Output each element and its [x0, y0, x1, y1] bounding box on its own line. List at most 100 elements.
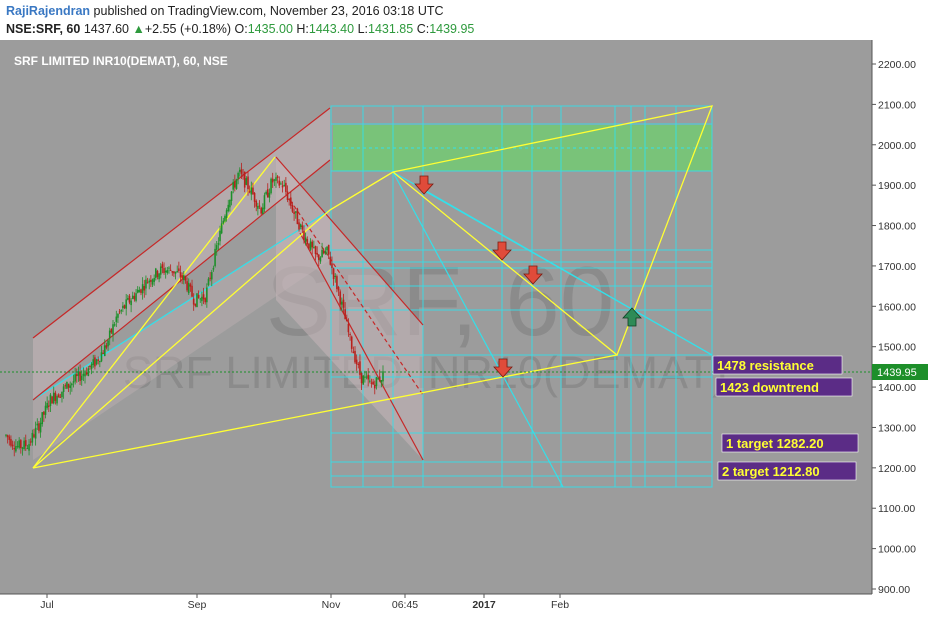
- candle-body: [52, 392, 55, 404]
- candlestick-series[interactable]: [5, 162, 384, 457]
- candle-body: [370, 382, 373, 384]
- close-value: 1439.95: [429, 22, 475, 36]
- candle-body: [118, 311, 121, 313]
- candle-body: [319, 257, 322, 262]
- candle-body: [210, 272, 213, 280]
- candle-body: [69, 385, 72, 388]
- y-tick-label: 1700.00: [878, 261, 916, 273]
- candle-body: [161, 264, 164, 268]
- candle-body: [66, 382, 68, 389]
- annotation-resistance[interactable]: 1478 resistance: [712, 355, 843, 375]
- target-zone: [333, 125, 712, 171]
- y-tick-label: 900.00: [878, 584, 910, 596]
- candle-body: [278, 180, 281, 186]
- candle-body: [90, 363, 93, 369]
- candle-body: [153, 278, 155, 282]
- candle-body: [194, 303, 197, 306]
- candle-body: [72, 381, 75, 383]
- candle-body: [336, 276, 338, 290]
- candle-body: [266, 189, 269, 198]
- candle-body: [100, 352, 103, 362]
- candle-body: [345, 319, 348, 322]
- candle-body: [317, 254, 320, 260]
- publish-line: RajiRajendran published on TradingView.c…: [6, 4, 444, 18]
- candle-body: [377, 378, 379, 380]
- candle-body: [294, 211, 297, 213]
- candle-body: [62, 386, 65, 392]
- candle-body: [135, 293, 137, 301]
- candle-body: [113, 324, 116, 326]
- y-tick-label: 2000.00: [878, 140, 916, 152]
- annotation-text: 1423 downtrend: [720, 380, 819, 395]
- candle-body: [206, 287, 208, 303]
- annotation-target-2[interactable]: 2 target 1212.80: [717, 461, 857, 481]
- candle-body: [173, 271, 175, 274]
- candle-body: [252, 187, 254, 195]
- low-label: L:: [357, 22, 369, 36]
- candle-body: [138, 289, 141, 293]
- candle-body: [331, 263, 333, 268]
- candle-body: [33, 434, 35, 438]
- annotation-target-1[interactable]: 1 target 1282.20: [721, 433, 859, 453]
- down-arrow-icon: [523, 265, 543, 285]
- candle-body: [342, 299, 345, 308]
- candle-body: [145, 279, 147, 289]
- candle-body: [49, 394, 52, 406]
- candle-body: [112, 324, 114, 335]
- candle-body: [36, 423, 39, 426]
- y-tick-label: 1600.00: [878, 301, 916, 313]
- candle-body: [334, 275, 337, 277]
- price-chart[interactable]: SRF, 60 SRF LIMITED INR10(DEMAT) SRF LIM…: [0, 40, 928, 619]
- candle-body: [350, 336, 353, 349]
- candle-body: [24, 440, 27, 447]
- candle-body: [215, 245, 218, 250]
- author-link[interactable]: RajiRajendran: [6, 4, 91, 18]
- candle-body: [232, 181, 234, 190]
- candle-body: [219, 230, 221, 242]
- candle-body: [181, 275, 183, 279]
- down-arrow-icon: [492, 241, 512, 261]
- candle-body: [202, 294, 205, 300]
- candle-body: [196, 293, 198, 308]
- candle-body: [373, 384, 376, 389]
- candle-body: [299, 224, 302, 228]
- time-axis-panel[interactable]: [0, 594, 872, 619]
- candle-body: [288, 198, 290, 200]
- annotation-downtrend[interactable]: 1423 downtrend: [715, 377, 853, 397]
- x-tick-label: Jul: [40, 599, 53, 611]
- yellow-projection-lines: [32, 105, 714, 469]
- candle-body: [362, 375, 365, 385]
- candle-body: [352, 351, 355, 354]
- candle-body: [44, 405, 47, 415]
- candle-body: [347, 323, 350, 333]
- candle-body: [77, 371, 80, 376]
- candle-body: [354, 350, 356, 363]
- candle-body: [337, 286, 340, 291]
- candle-body: [125, 299, 127, 309]
- candle-body: [82, 373, 85, 376]
- candle-body: [150, 280, 152, 282]
- time-axis-ticks: Jul Sep Nov 06:45 2017 Feb: [40, 594, 569, 611]
- channel-shade-lower: [33, 210, 330, 460]
- candle-body: [257, 205, 259, 209]
- candle-body: [311, 241, 314, 248]
- candle-body: [146, 282, 149, 284]
- candle-body: [43, 411, 45, 415]
- candle-body: [360, 372, 363, 384]
- candle-body: [103, 345, 106, 357]
- x-tick-label: 06:45: [392, 599, 418, 611]
- candle-body: [276, 176, 279, 178]
- y-tick-label: 1500.00: [878, 342, 916, 354]
- candle-body: [235, 179, 238, 189]
- candle-body: [314, 246, 317, 254]
- annotation-text: 1478 resistance: [717, 358, 814, 373]
- candle-body: [11, 444, 14, 447]
- price-axis-panel[interactable]: [872, 40, 928, 619]
- candle-body: [245, 178, 248, 185]
- candle-body: [6, 435, 9, 438]
- candle-body: [248, 191, 251, 193]
- candle-body: [169, 269, 172, 271]
- candle-body: [270, 178, 272, 194]
- candle-body: [13, 448, 16, 450]
- candle-body: [127, 298, 129, 300]
